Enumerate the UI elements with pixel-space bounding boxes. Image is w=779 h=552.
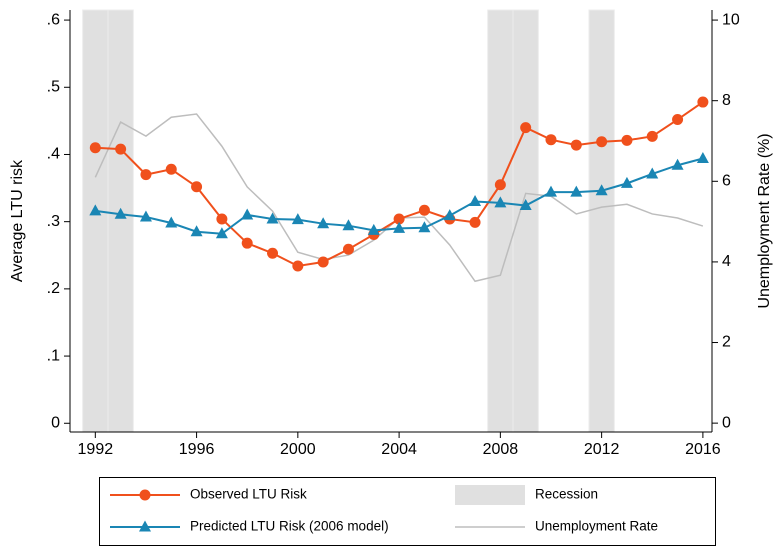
point bbox=[545, 134, 557, 146]
point bbox=[342, 219, 355, 231]
y2-tick-label: 8 bbox=[722, 92, 731, 109]
recession-band bbox=[107, 9, 134, 433]
point bbox=[494, 196, 507, 208]
point bbox=[266, 212, 279, 224]
y-axis-label: Average LTU risk bbox=[9, 159, 26, 282]
y-tick-label: .5 bbox=[47, 78, 60, 95]
legend-marker bbox=[139, 520, 151, 532]
y2-tick-label: 0 bbox=[722, 414, 731, 431]
y2-tick-label: 10 bbox=[722, 11, 740, 28]
point bbox=[393, 221, 406, 233]
y-tick-label: 0 bbox=[51, 414, 60, 431]
x-tick-label: 1992 bbox=[78, 441, 114, 458]
point bbox=[697, 96, 709, 108]
point bbox=[393, 213, 405, 225]
y2-tick-label: 6 bbox=[722, 173, 731, 190]
y-tick-label: .2 bbox=[47, 280, 60, 297]
point bbox=[241, 208, 254, 220]
x-tick-label: 2016 bbox=[685, 441, 721, 458]
point bbox=[139, 210, 152, 222]
x-tick-label: 2012 bbox=[584, 441, 620, 458]
point bbox=[367, 223, 380, 235]
point bbox=[292, 260, 304, 272]
legend-box bbox=[99, 477, 716, 546]
recession-band bbox=[487, 9, 514, 433]
point bbox=[570, 185, 583, 197]
point bbox=[696, 152, 709, 164]
point bbox=[89, 204, 102, 216]
point bbox=[291, 213, 304, 225]
point bbox=[620, 176, 633, 188]
point bbox=[621, 134, 633, 146]
legend-label: Observed LTU Risk bbox=[190, 487, 307, 502]
y2-tick-label: 2 bbox=[722, 334, 731, 351]
recession-band bbox=[82, 9, 109, 433]
point bbox=[241, 237, 253, 249]
point bbox=[418, 204, 430, 216]
y2-axis-label: Unemployment Rate (%) bbox=[756, 133, 773, 308]
y-tick-label: .4 bbox=[47, 146, 60, 163]
point bbox=[215, 227, 228, 239]
y2-tick-label: 4 bbox=[722, 253, 731, 270]
point bbox=[165, 216, 178, 228]
recession-band bbox=[588, 9, 615, 433]
point bbox=[443, 209, 456, 221]
point bbox=[89, 142, 101, 154]
point bbox=[190, 225, 203, 237]
point bbox=[115, 143, 127, 155]
point bbox=[191, 181, 203, 193]
point bbox=[544, 185, 557, 197]
x-tick-label: 2004 bbox=[381, 441, 417, 458]
point bbox=[317, 256, 329, 268]
point bbox=[317, 217, 330, 229]
legend-label: Recession bbox=[535, 487, 598, 502]
point bbox=[519, 199, 532, 211]
point bbox=[672, 114, 684, 126]
x-tick-label: 2000 bbox=[280, 441, 316, 458]
legend-marker bbox=[139, 489, 151, 501]
point bbox=[267, 247, 279, 259]
point bbox=[418, 221, 431, 233]
point bbox=[520, 122, 532, 134]
point bbox=[595, 184, 608, 196]
point bbox=[140, 169, 152, 181]
point bbox=[570, 139, 582, 151]
point bbox=[216, 213, 228, 225]
point bbox=[646, 167, 659, 179]
point bbox=[494, 179, 506, 191]
y-tick-label: .3 bbox=[47, 213, 60, 230]
plot-area bbox=[82, 9, 709, 433]
legend-label: Unemployment Rate bbox=[535, 519, 658, 534]
point bbox=[646, 130, 658, 142]
legend-label: Predicted LTU Risk (2006 model) bbox=[190, 519, 389, 534]
point bbox=[114, 207, 127, 219]
x-tick-label: 1996 bbox=[179, 441, 215, 458]
legend-swatch bbox=[455, 485, 525, 505]
y-tick-label: .1 bbox=[47, 347, 60, 364]
x-tick-label: 2008 bbox=[483, 441, 519, 458]
legend: Observed LTU Risk Recession Predicted LTU … bbox=[110, 485, 658, 534]
point bbox=[342, 243, 354, 255]
point bbox=[596, 136, 608, 148]
point bbox=[469, 195, 482, 207]
point bbox=[165, 163, 177, 175]
y-tick-label: .6 bbox=[47, 11, 60, 28]
point bbox=[671, 158, 684, 170]
point bbox=[469, 216, 481, 228]
